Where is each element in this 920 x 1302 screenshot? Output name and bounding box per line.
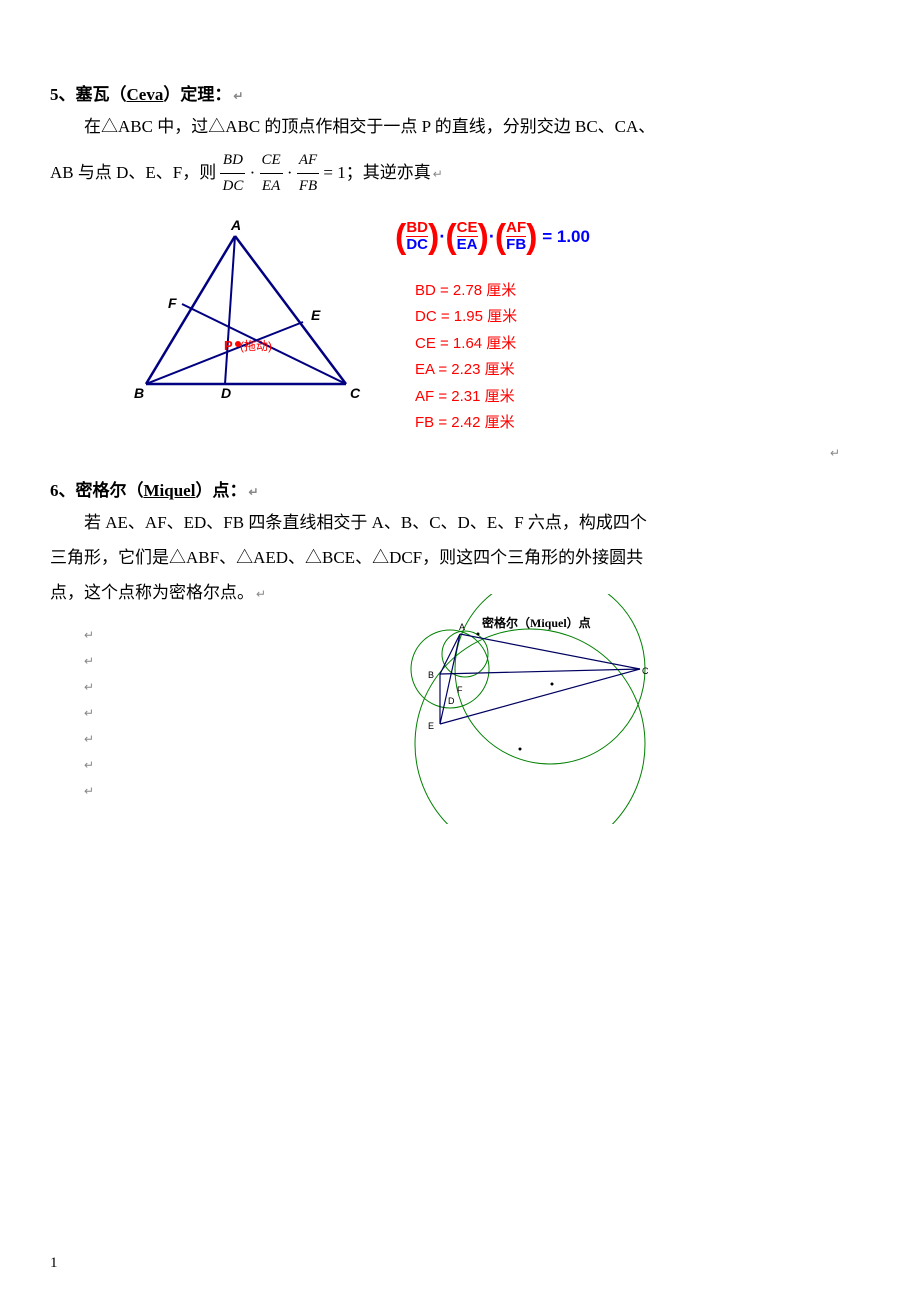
- svg-text:E: E: [311, 307, 321, 323]
- sec5-link: Ceva: [127, 85, 164, 104]
- svg-text:B: B: [134, 385, 144, 401]
- eq-frac3: AFFB: [506, 220, 526, 254]
- inline-frac3: AFFB: [297, 148, 319, 200]
- sec5-b2: ）定理：: [163, 85, 231, 104]
- miquel-area: ↵↵↵↵↵↵↵ A B C D E F 密格尔（Miquel）点: [50, 614, 870, 844]
- svg-text:C: C: [642, 666, 649, 676]
- ret-mark: ↵: [248, 485, 258, 500]
- inline-frac1: BDDC: [220, 148, 245, 200]
- sec6-num: 6、: [50, 481, 76, 500]
- svg-text:D: D: [448, 696, 455, 706]
- miquel-svg: A B C D E F 密格尔（Miquel）点: [330, 594, 750, 824]
- sec6-b2: ）点：: [195, 481, 246, 500]
- svg-text:(拖动): (拖动): [240, 339, 272, 353]
- svg-text:F: F: [168, 295, 177, 311]
- sec6-para1: 若 AE、AF、ED、FB 四条直线相交于 A、B、C、D、E、F 六点，构成四…: [50, 509, 870, 538]
- sec5-para1: 在△ABC 中，过△ABC 的顶点作相交于一点 P 的直线，分别交边 BC、CA…: [50, 113, 870, 142]
- sec5-p2-pre: AB 与点 D、E、F，则: [50, 163, 220, 182]
- inline-frac2: CEEA: [260, 148, 283, 200]
- ret-mark: ↵: [256, 584, 266, 604]
- eq-result: = 1.00: [537, 227, 589, 246]
- svg-text:P: P: [224, 338, 233, 353]
- sec5-p2-suf: = 1；其逆亦真: [323, 163, 430, 182]
- ret-mark: ↵: [233, 89, 243, 104]
- svg-text:A: A: [459, 622, 465, 632]
- svg-text:D: D: [221, 385, 231, 401]
- ret-mark: ↵: [830, 446, 840, 461]
- page-number: 1: [50, 1255, 58, 1272]
- sec5-b1: 塞瓦（: [76, 85, 127, 104]
- sec6-b1: 密格尔（: [76, 481, 144, 500]
- section5-heading: 5、塞瓦（Ceva）定理：↵: [50, 80, 870, 105]
- sec5-num: 5、: [50, 85, 76, 104]
- ceva-triangle-svg: A B C D E F P (拖动): [120, 216, 380, 416]
- para-markers: ↵↵↵↵↵↵↵: [84, 622, 94, 804]
- sec5-para2: AB 与点 D、E、F，则 BDDC · CEEA · AFFB = 1；其逆亦…: [50, 148, 870, 200]
- sec6-link: Miquel: [144, 481, 196, 500]
- ret-mark: ↵: [433, 164, 443, 184]
- svg-text:B: B: [428, 670, 434, 680]
- measurements-list: BD = 2.78 厘米DC = 1.95 厘米CE = 1.64 厘米EA =…: [415, 278, 517, 437]
- svg-text:C: C: [350, 385, 361, 401]
- eq-frac1: BDDC: [406, 220, 428, 254]
- sec6-para2: 三角形，它们是△ABF、△AED、△BCE、△DCF，则这四个三角形的外接圆共: [50, 544, 870, 573]
- section6-heading: 6、密格尔（Miquel）点：↵: [50, 476, 870, 501]
- svg-text:E: E: [428, 721, 434, 731]
- svg-text:F: F: [457, 685, 463, 695]
- eq-frac2: CEEA: [457, 220, 478, 254]
- svg-text:A: A: [230, 217, 241, 233]
- svg-text:密格尔（Miquel）点: 密格尔（Miquel）点: [482, 615, 591, 630]
- ceva-equation: (BDDC)·(CEEA)·(AFFB) = 1.00: [395, 220, 590, 254]
- ceva-area: ABCDEFP(拖动) (BDDC)·(CEEA)·(AFFB) = 1.00 …: [50, 206, 870, 466]
